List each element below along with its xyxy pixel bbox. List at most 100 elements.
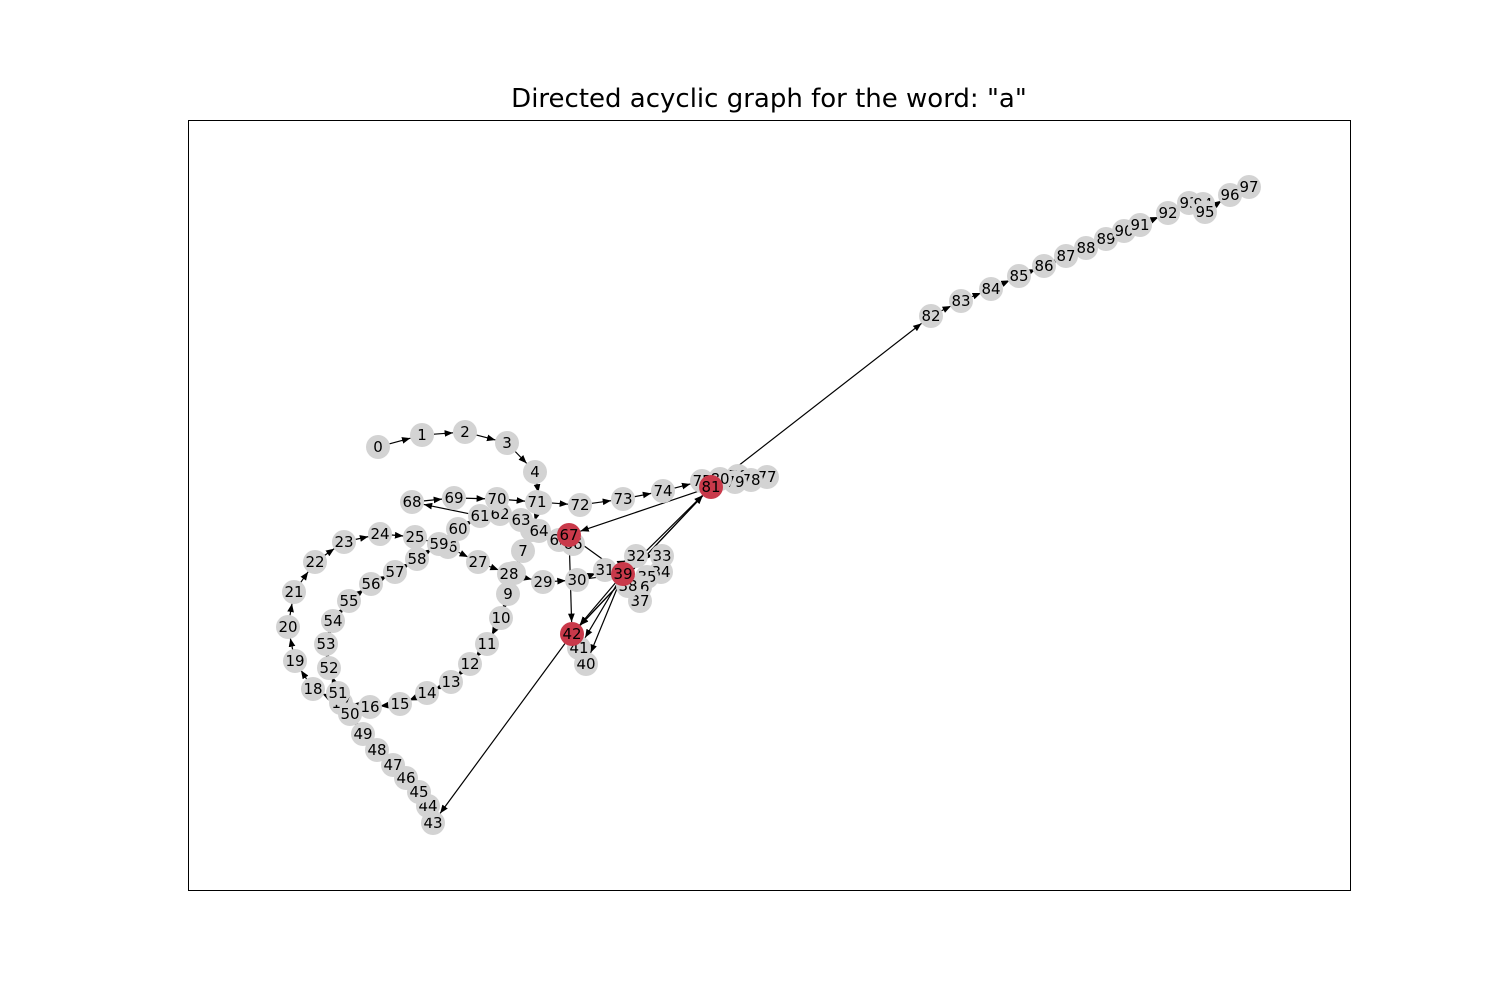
node-circle xyxy=(525,490,549,514)
edge-39-42 xyxy=(579,582,616,626)
node-circle xyxy=(317,656,341,680)
node-label: 91 xyxy=(1130,216,1149,234)
edge-68-69 xyxy=(423,496,443,504)
chart-title: Directed acyclic graph for the word: "a" xyxy=(511,84,1027,114)
node-label: 22 xyxy=(305,553,324,571)
node-47: 47 xyxy=(381,753,405,777)
node-circle xyxy=(314,632,338,656)
node-32: 32 xyxy=(624,544,648,568)
edge-81-67 xyxy=(580,490,700,532)
edge-23-24 xyxy=(355,535,369,542)
edge-73-74 xyxy=(634,491,652,499)
node-63: 63 xyxy=(509,508,533,532)
node-label: 68 xyxy=(402,493,421,511)
node-label: 86 xyxy=(1034,257,1053,275)
node-circle xyxy=(979,277,1003,301)
edge-27-28 xyxy=(488,563,499,571)
node-95: 95 xyxy=(1193,200,1217,224)
node-label: 59 xyxy=(429,535,448,553)
edge-61-68 xyxy=(423,502,469,515)
node-circle xyxy=(282,580,306,604)
node-circle xyxy=(527,519,551,543)
node-label: 73 xyxy=(613,490,632,508)
node-circle xyxy=(593,558,617,582)
node-3: 3 xyxy=(495,431,519,455)
node-circle xyxy=(497,562,521,586)
node-circle xyxy=(453,420,477,444)
node-67: 67 xyxy=(557,523,581,547)
node-label: 0 xyxy=(373,438,383,456)
node-28: 28 xyxy=(497,562,521,586)
node-circle xyxy=(475,632,499,656)
node-circle xyxy=(366,435,390,459)
node-circle xyxy=(523,460,547,484)
node-15: 15 xyxy=(388,692,412,716)
node-label: 67 xyxy=(559,526,578,544)
node-circle xyxy=(611,487,635,511)
node-label: 52 xyxy=(319,659,338,677)
node-circle xyxy=(358,695,382,719)
node-circle xyxy=(439,670,463,694)
node-label: 60 xyxy=(448,520,467,538)
node-circle xyxy=(468,504,492,528)
node-label: 7 xyxy=(518,542,528,560)
node-59: 59 xyxy=(427,532,451,556)
node-label: 74 xyxy=(653,482,672,500)
node-circle xyxy=(446,517,470,541)
node-label: 54 xyxy=(323,612,342,630)
node-label: 72 xyxy=(570,496,589,514)
nodes-layer: 0123456789101112131415161718192021222324… xyxy=(276,175,1261,835)
node-circle xyxy=(560,622,584,646)
node-circle xyxy=(321,609,345,633)
node-85: 85 xyxy=(1007,264,1031,288)
node-label: 58 xyxy=(407,550,426,568)
node-71: 71 xyxy=(525,490,549,514)
node-70: 70 xyxy=(485,487,509,511)
node-label: 89 xyxy=(1096,230,1115,248)
node-label: 12 xyxy=(460,655,479,673)
node-label: 70 xyxy=(487,490,506,508)
node-label: 45 xyxy=(409,783,428,801)
node-label: 56 xyxy=(361,575,380,593)
node-72: 72 xyxy=(568,493,592,517)
node-label: 1 xyxy=(417,426,427,444)
node-label: 87 xyxy=(1056,247,1075,265)
node-89: 89 xyxy=(1094,227,1118,251)
node-label: 63 xyxy=(511,511,530,529)
node-69: 69 xyxy=(442,486,466,510)
node-label: 11 xyxy=(477,635,496,653)
node-27: 27 xyxy=(466,550,490,574)
node-88: 88 xyxy=(1074,236,1098,260)
node-label: 13 xyxy=(441,673,460,691)
node-label: 42 xyxy=(562,625,581,643)
node-64: 64 xyxy=(527,519,551,543)
node-label: 21 xyxy=(284,583,303,601)
node-label: 97 xyxy=(1239,178,1258,196)
node-20: 20 xyxy=(276,615,300,639)
node-97: 97 xyxy=(1237,175,1261,199)
edge-3-4 xyxy=(514,451,528,464)
node-58: 58 xyxy=(405,547,429,571)
edge-82-83 xyxy=(940,305,952,313)
node-circle xyxy=(611,562,635,586)
node-61: 61 xyxy=(468,504,492,528)
node-30: 30 xyxy=(565,568,589,592)
node-circle xyxy=(301,677,325,701)
node-18: 18 xyxy=(301,677,325,701)
node-label: 31 xyxy=(595,561,614,579)
node-label: 2 xyxy=(460,423,470,441)
node-label: 53 xyxy=(316,635,335,653)
node-label: 69 xyxy=(444,489,463,507)
node-label: 15 xyxy=(390,695,409,713)
edge-1-2 xyxy=(433,430,454,437)
node-12: 12 xyxy=(458,652,482,676)
node-label: 71 xyxy=(527,493,546,511)
node-circle xyxy=(565,568,589,592)
node-label: 51 xyxy=(328,684,347,702)
node-circle xyxy=(400,490,424,514)
node-86: 86 xyxy=(1032,254,1056,278)
node-label: 61 xyxy=(470,507,489,525)
node-circle xyxy=(531,570,555,594)
node-circle xyxy=(949,289,973,313)
